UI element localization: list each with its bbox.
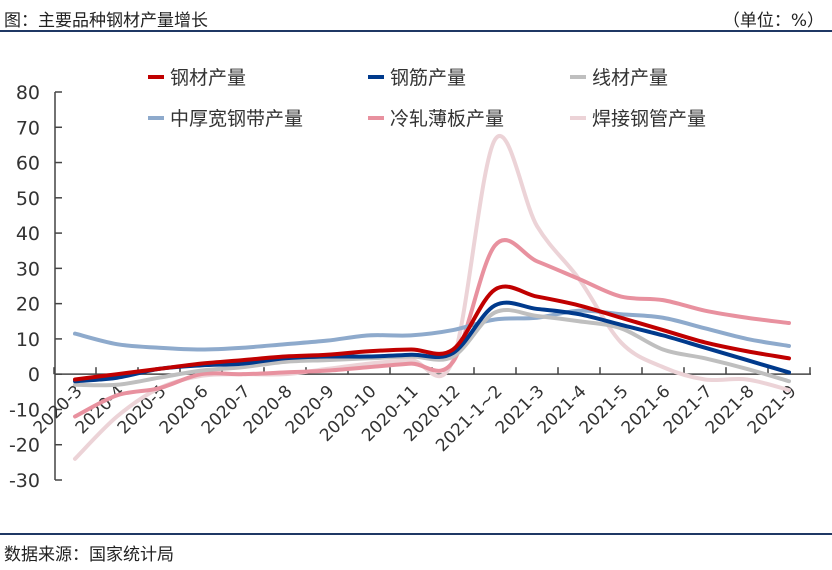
legend-label: 焊接钢管产量 xyxy=(592,108,706,130)
y-tick-label: 20 xyxy=(16,294,40,316)
y-tick-label: 30 xyxy=(16,258,40,280)
chart: -30-20-10010203040506070802020-32020-420… xyxy=(9,67,811,492)
data-source: 数据来源：国家统计局 xyxy=(4,545,174,565)
series-line-3 xyxy=(73,307,791,388)
series-line-5 xyxy=(73,238,791,419)
y-tick-label: 70 xyxy=(16,117,40,139)
y-tick-label: 60 xyxy=(16,153,40,175)
legend-label: 钢筋产量 xyxy=(390,67,466,89)
legend-label: 中厚宽钢带产量 xyxy=(170,108,303,130)
series-line-4 xyxy=(73,308,791,352)
y-tick-label: 10 xyxy=(16,329,40,351)
legend-label: 钢材产量 xyxy=(170,67,246,89)
legend-label: 线材产量 xyxy=(592,67,668,89)
y-tick-label: 40 xyxy=(16,223,40,245)
y-tick-label: -20 xyxy=(9,435,40,457)
y-tick-label: -30 xyxy=(9,470,40,492)
header: 图：主要品种钢材产量增长 （单位：%） xyxy=(0,0,832,32)
figure-title: 图：主要品种钢材产量增长 xyxy=(4,11,208,31)
unit-label: （单位：%） xyxy=(722,11,824,31)
y-tick-label: 50 xyxy=(16,188,40,210)
y-tick-label: 80 xyxy=(16,82,40,104)
legend-label: 冷轧薄板产量 xyxy=(390,108,504,130)
footer-divider xyxy=(0,533,832,535)
y-tick-label: 0 xyxy=(28,364,40,386)
series-line-1 xyxy=(73,284,791,382)
y-tick-label: -10 xyxy=(9,399,40,421)
